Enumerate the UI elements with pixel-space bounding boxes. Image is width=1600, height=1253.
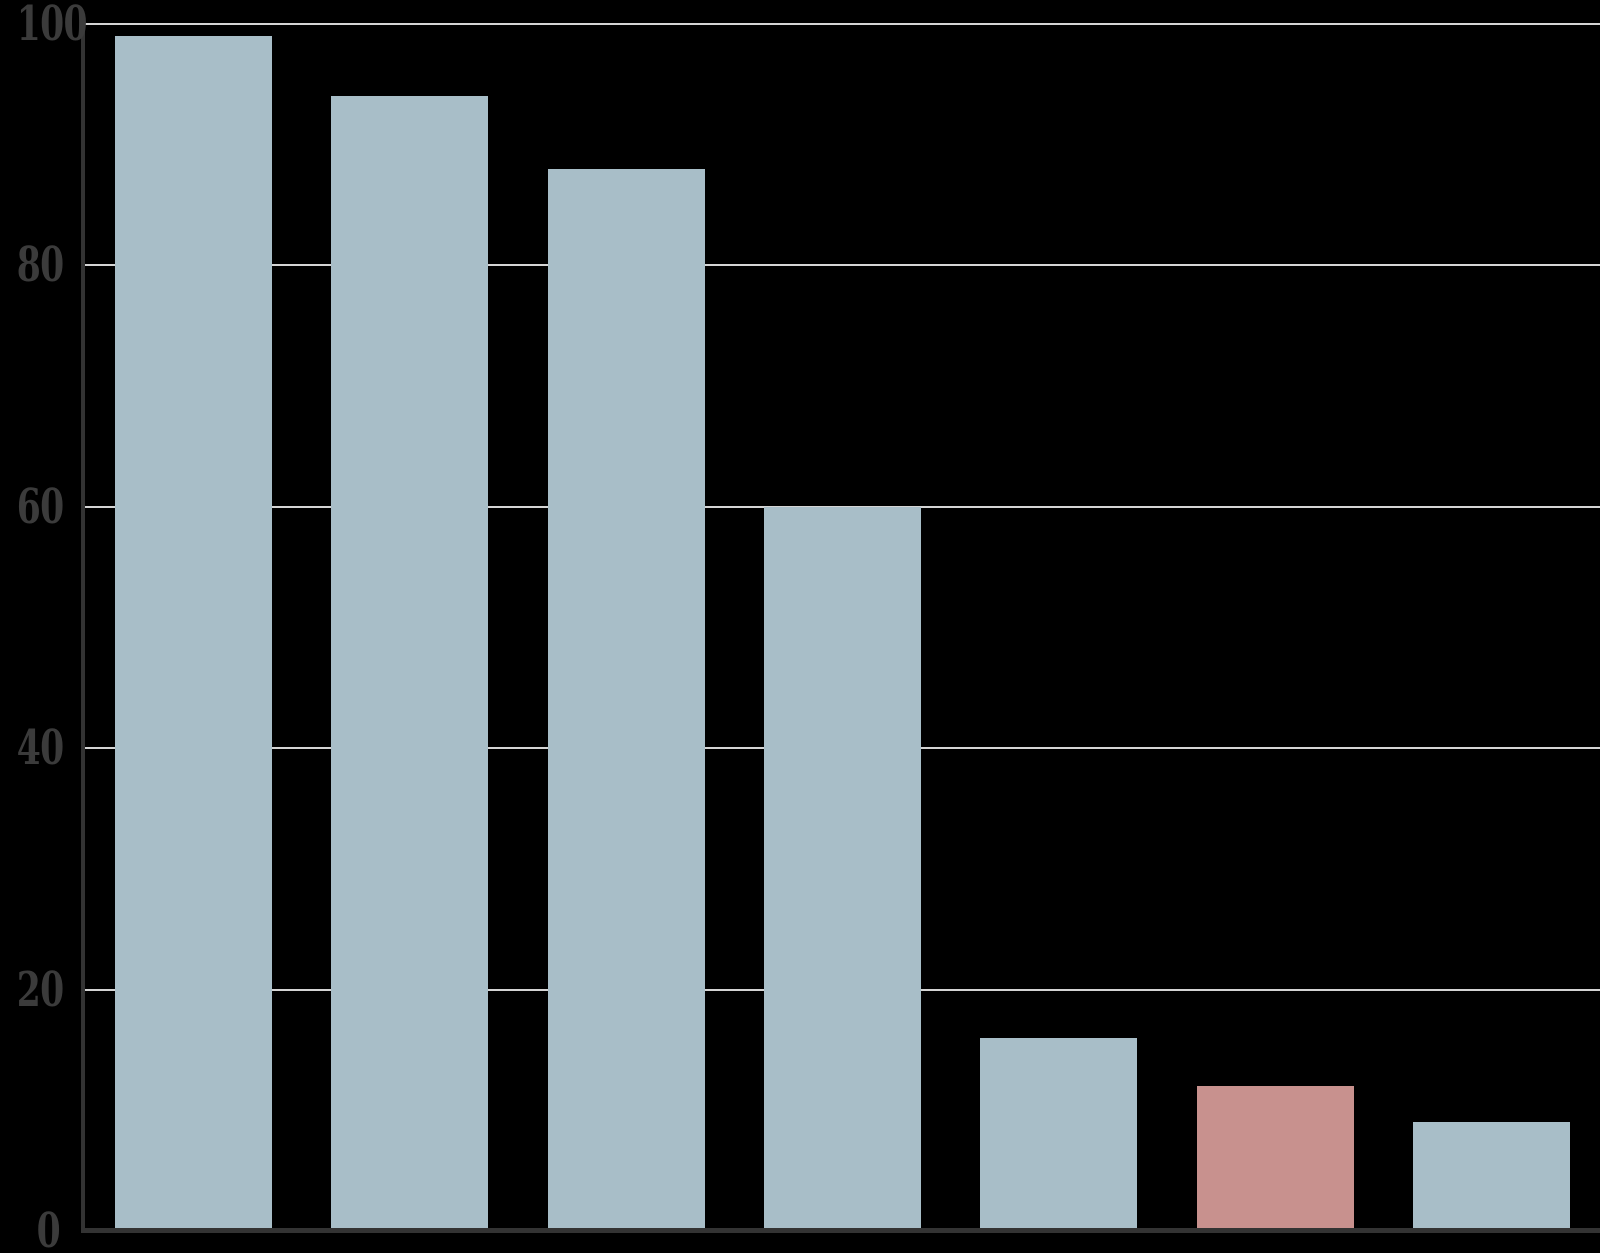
y-tick-label-60: 60 <box>16 478 64 535</box>
bar <box>764 506 921 1231</box>
bar <box>980 1037 1138 1231</box>
bar <box>547 168 705 1231</box>
y-tick-label-20: 20 <box>16 961 64 1018</box>
y-tick-label-100: 100 <box>16 0 88 52</box>
y-axis-spine <box>81 24 85 1233</box>
bar-highlighted <box>1196 1086 1354 1231</box>
y-tick-label-80: 80 <box>16 237 64 294</box>
gridline-y-80 <box>85 264 1600 267</box>
x-axis-spine <box>81 1228 1600 1233</box>
y-tick-label-0: 0 <box>36 1203 61 1253</box>
y-tick-label-40: 40 <box>16 720 64 777</box>
bar <box>1413 1122 1571 1231</box>
gridline-y-100 <box>85 23 1600 25</box>
bar <box>331 96 489 1231</box>
bar <box>114 36 272 1231</box>
